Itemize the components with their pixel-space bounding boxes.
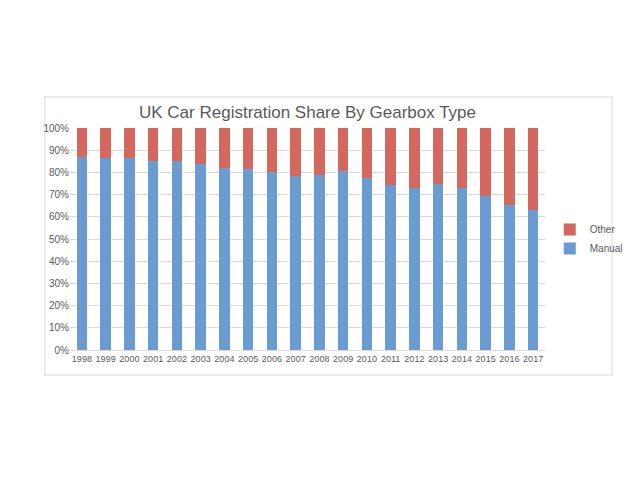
svg-text:2000: 2000: [119, 354, 139, 364]
svg-text:40%: 40%: [49, 256, 69, 267]
svg-text:80%: 80%: [49, 167, 69, 178]
svg-text:60%: 60%: [49, 211, 69, 222]
svg-text:2013: 2013: [428, 354, 448, 364]
svg-text:2012: 2012: [404, 354, 424, 364]
svg-text:100%: 100%: [43, 123, 69, 134]
svg-text:2008: 2008: [309, 354, 329, 364]
svg-text:Manual: Manual: [590, 243, 623, 254]
svg-text:20%: 20%: [49, 300, 69, 311]
svg-text:10%: 10%: [49, 322, 69, 333]
svg-text:2011: 2011: [381, 354, 400, 364]
svg-text:2003: 2003: [191, 354, 211, 364]
svg-text:0%: 0%: [55, 345, 70, 356]
svg-text:50%: 50%: [49, 234, 69, 245]
svg-text:1999: 1999: [96, 354, 116, 364]
svg-text:30%: 30%: [49, 278, 69, 289]
svg-text:1998: 1998: [72, 354, 92, 364]
svg-text:2004: 2004: [214, 354, 234, 364]
svg-text:2014: 2014: [452, 354, 472, 364]
svg-text:UK Car Registration Share By G: UK Car Registration Share By Gearbox Typ…: [139, 103, 476, 122]
svg-text:2002: 2002: [167, 354, 187, 364]
svg-text:2015: 2015: [476, 354, 496, 364]
svg-text:2009: 2009: [333, 354, 353, 364]
svg-text:2016: 2016: [499, 354, 519, 364]
svg-text:90%: 90%: [49, 145, 69, 156]
svg-text:2005: 2005: [238, 354, 258, 364]
svg-text:2017: 2017: [523, 354, 543, 364]
svg-text:2007: 2007: [286, 354, 306, 364]
svg-text:2010: 2010: [357, 354, 377, 364]
svg-text:70%: 70%: [49, 189, 69, 200]
svg-text:Other: Other: [590, 224, 616, 235]
svg-text:2006: 2006: [262, 354, 282, 364]
svg-text:2001: 2001: [143, 354, 163, 364]
